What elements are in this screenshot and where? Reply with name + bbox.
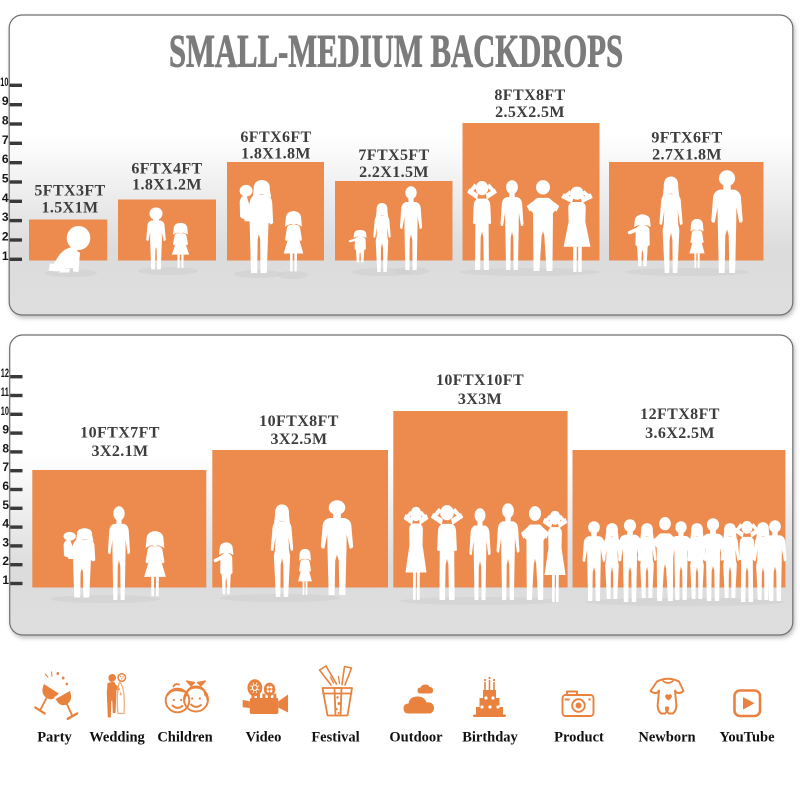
svg-text:Product: Product: [554, 730, 604, 746]
svg-text:Festival: Festival: [311, 730, 359, 746]
svg-text:12: 12: [1, 366, 9, 380]
svg-text:Outdoor: Outdoor: [389, 730, 443, 746]
svg-text:7: 7: [2, 133, 9, 147]
svg-text:6: 6: [2, 152, 9, 166]
svg-text:1: 1: [2, 573, 9, 587]
svg-text:4: 4: [2, 517, 9, 531]
svg-text:12FTX8FT: 12FTX8FT: [640, 406, 720, 423]
svg-text:5FTX3FT: 5FTX3FT: [34, 183, 105, 200]
svg-text:2: 2: [2, 229, 9, 243]
svg-text:11: 11: [1, 385, 9, 399]
svg-text:3.6X2.5M: 3.6X2.5M: [645, 425, 715, 442]
svg-text:3X2.1M: 3X2.1M: [91, 443, 148, 460]
svg-text:Birthday: Birthday: [462, 730, 518, 746]
svg-text:6FTX4FT: 6FTX4FT: [131, 161, 202, 178]
svg-text:10FTX10FT: 10FTX10FT: [436, 372, 524, 389]
svg-text:3: 3: [2, 535, 9, 549]
svg-text:6: 6: [2, 479, 9, 493]
svg-text:2.7X1.8M: 2.7X1.8M: [652, 147, 722, 164]
svg-text:10FTX8FT: 10FTX8FT: [259, 413, 339, 430]
svg-text:7FTX5FT: 7FTX5FT: [358, 147, 429, 164]
svg-text:10: 10: [0, 75, 8, 89]
svg-text:5: 5: [2, 171, 9, 185]
svg-text:Party: Party: [37, 730, 72, 746]
svg-text:3: 3: [2, 210, 9, 224]
svg-text:1.5X1M: 1.5X1M: [41, 200, 98, 217]
svg-text:6FTX6FT: 6FTX6FT: [240, 129, 311, 146]
svg-text:9FTX6FT: 9FTX6FT: [651, 130, 722, 147]
svg-text:Wedding: Wedding: [89, 730, 145, 746]
svg-text:1.8X1.2M: 1.8X1.2M: [132, 177, 202, 194]
svg-text:10: 10: [1, 404, 9, 418]
svg-text:8FTX8FT: 8FTX8FT: [494, 87, 565, 104]
svg-text:Video: Video: [246, 730, 282, 746]
svg-text:7: 7: [2, 460, 9, 474]
svg-text:1: 1: [2, 249, 9, 263]
svg-text:2.2X1.5M: 2.2X1.5M: [359, 164, 429, 181]
svg-text:3X2.5M: 3X2.5M: [270, 431, 327, 448]
svg-text:9: 9: [2, 423, 9, 437]
svg-text:8: 8: [2, 441, 9, 455]
svg-text:9: 9: [2, 94, 9, 108]
svg-text:Children: Children: [157, 730, 212, 746]
svg-text:2: 2: [2, 554, 9, 568]
svg-text:Newborn: Newborn: [638, 730, 695, 746]
svg-text:3X3M: 3X3M: [458, 391, 502, 408]
svg-text:10FTX7FT: 10FTX7FT: [80, 425, 160, 442]
svg-text:4: 4: [2, 191, 9, 205]
svg-text:1.8X1.8M: 1.8X1.8M: [241, 146, 311, 163]
svg-text:2.5X2.5M: 2.5X2.5M: [495, 104, 565, 121]
svg-text:8: 8: [2, 113, 9, 127]
svg-text:5: 5: [2, 498, 9, 512]
svg-text:YouTube: YouTube: [719, 730, 775, 746]
svg-text:SMALL-MEDIUM BACKDROPS: SMALL-MEDIUM BACKDROPS: [169, 26, 623, 78]
